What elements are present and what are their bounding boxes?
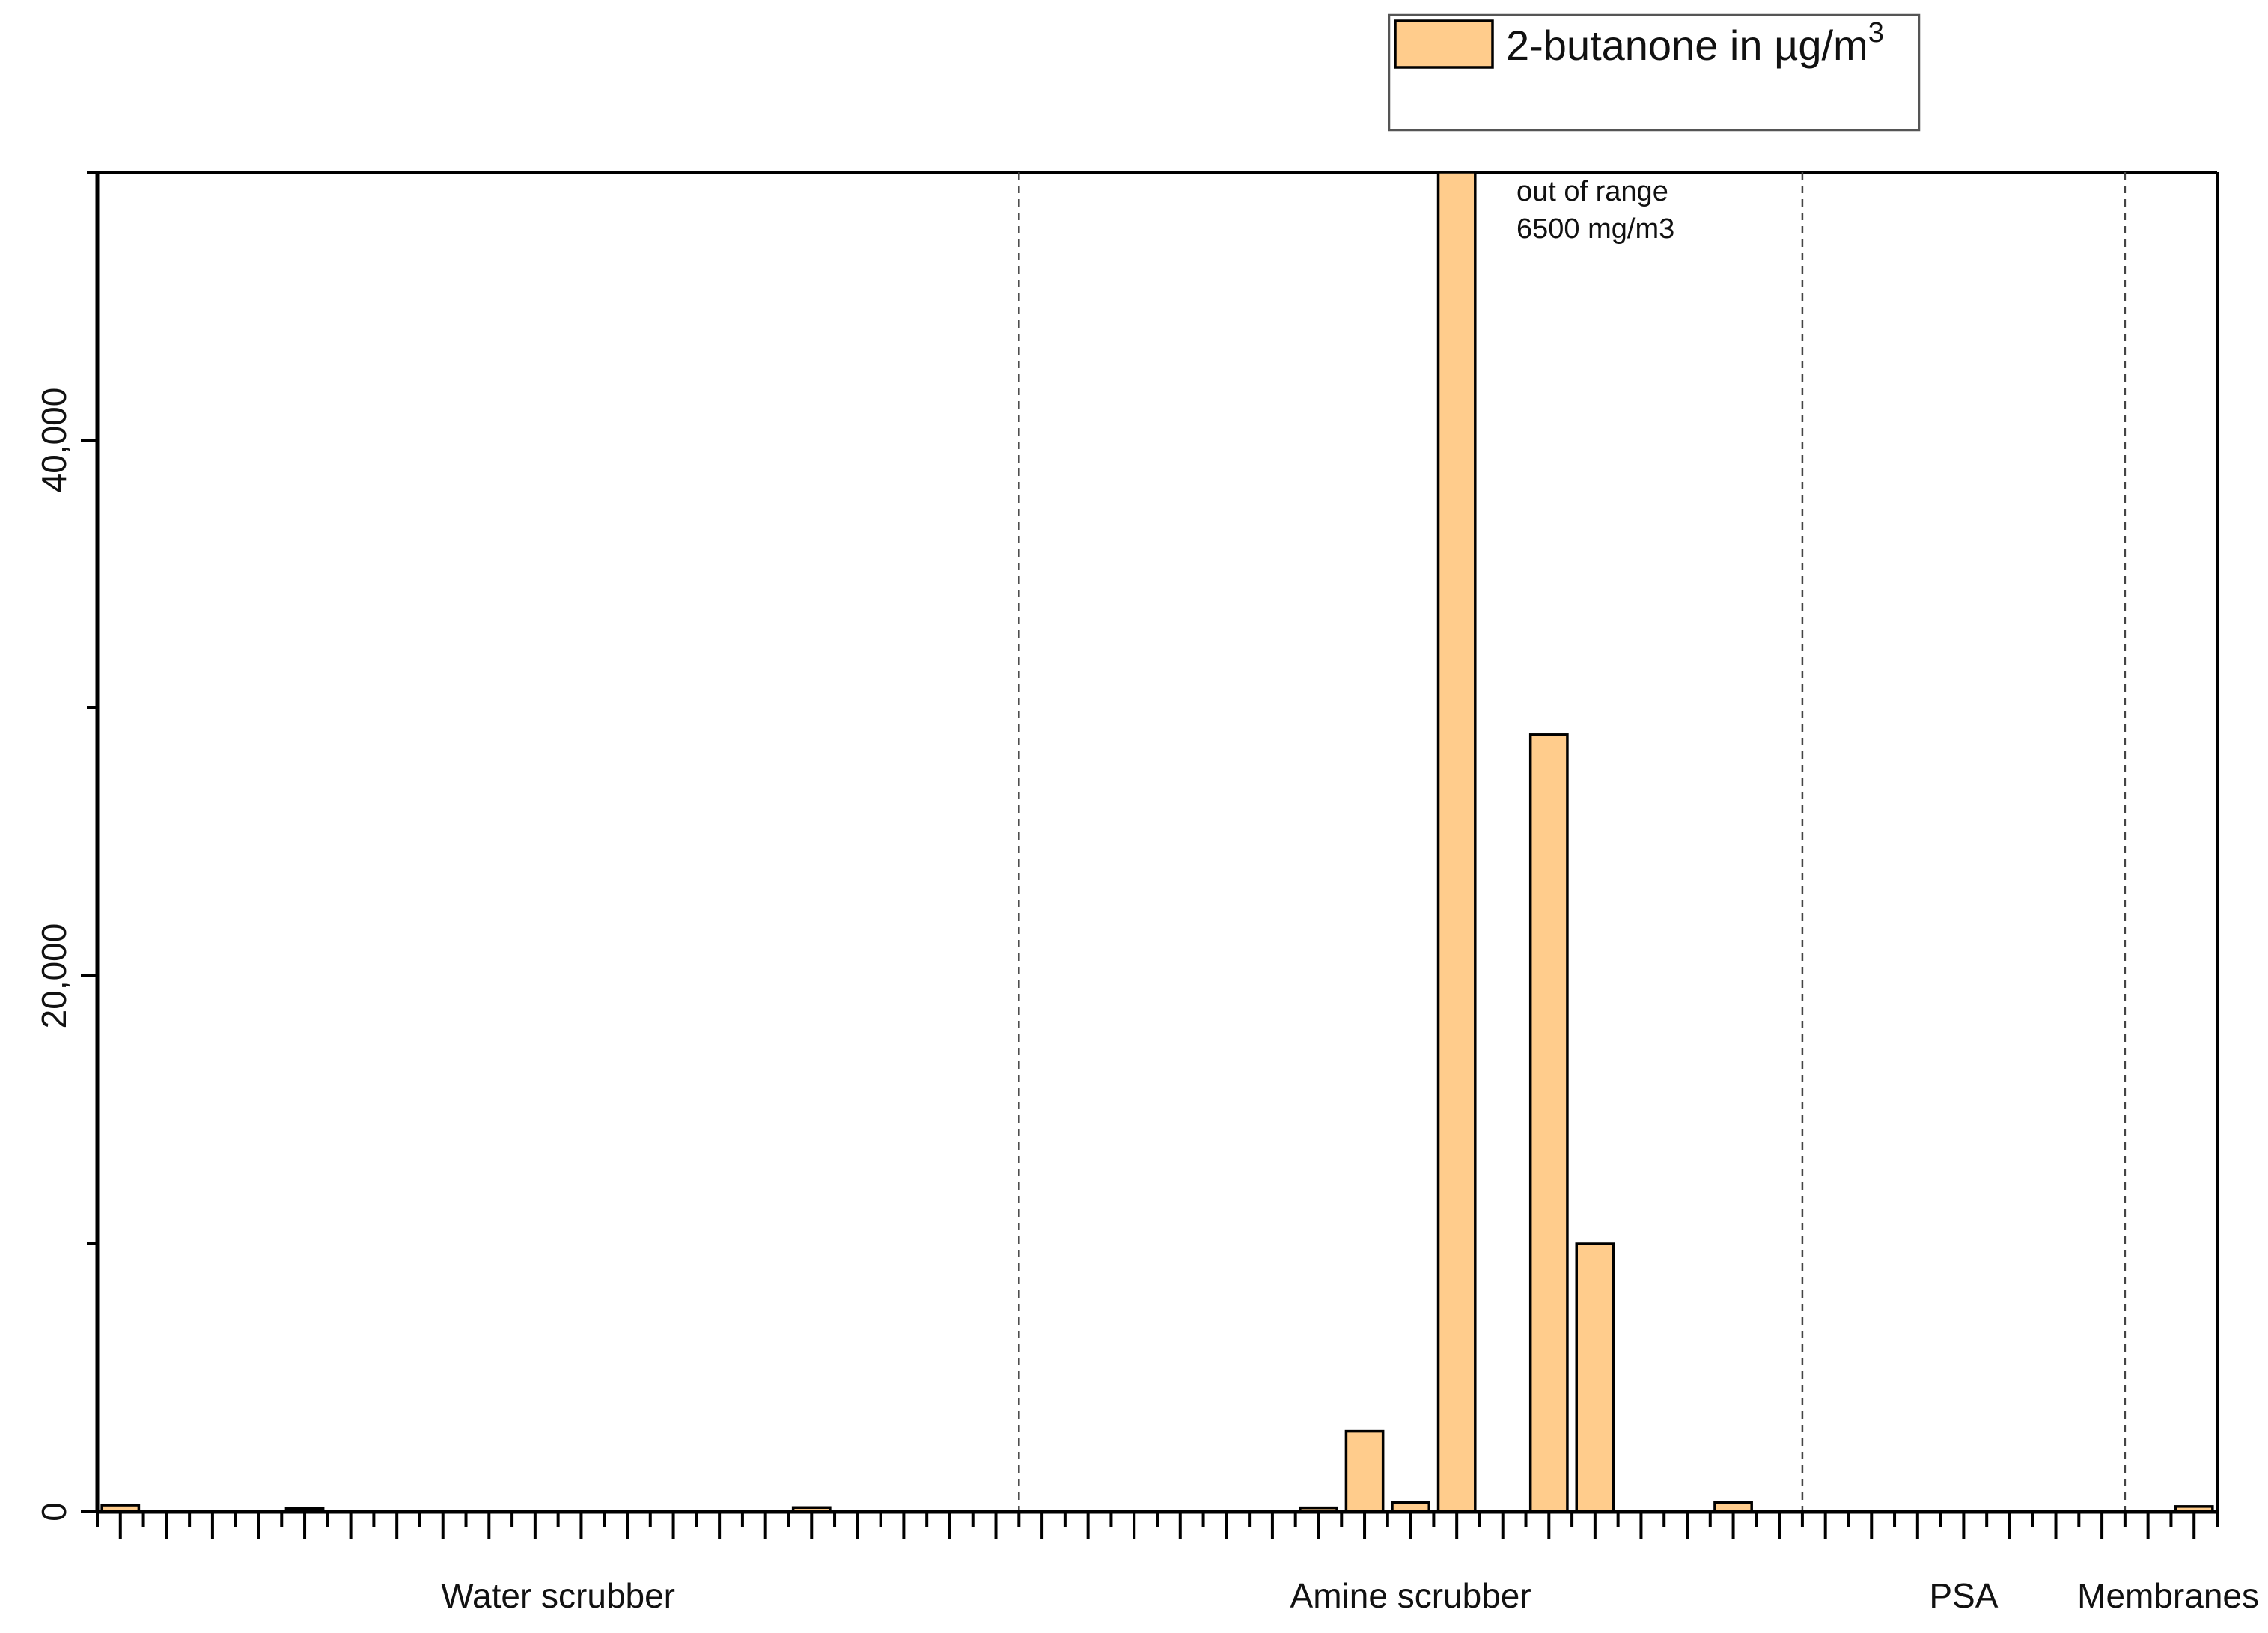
group-dividers	[1018, 172, 2127, 1512]
legend-label-superscript: 3	[1868, 17, 1884, 49]
group-labels: Water scrubber Amine scrubber PSA Membranes	[441, 1576, 2259, 1615]
bar	[1436, 171, 1477, 1513]
annotation-line-1: out of range	[1516, 176, 1668, 207]
y-tick-label: 0	[34, 1502, 73, 1521]
plot-frame	[97, 171, 2219, 1512]
group-label: Membranes	[2077, 1576, 2259, 1615]
group-label: Water scrubber	[441, 1576, 675, 1615]
legend-label: 2-butanone in µg/m3	[1506, 17, 1884, 69]
y-ticks: 0 20,000 40,000	[34, 171, 97, 1521]
y-tick-label: 40,000	[34, 388, 73, 493]
out-of-range-annotation: out of range 6500 mg/m3	[1516, 176, 1674, 245]
bar	[1528, 733, 1569, 1513]
group-label: PSA	[1929, 1576, 1998, 1615]
legend: 2-butanone in µg/m3	[1388, 13, 1921, 132]
bar	[1344, 1429, 1385, 1513]
bar	[1575, 1242, 1615, 1513]
x-ticks	[96, 1512, 2219, 1539]
legend-label-main: 2-butanone in µg/m	[1506, 22, 1868, 69]
group-label: Amine scrubber	[1290, 1576, 1531, 1615]
bars	[100, 171, 2214, 1513]
legend-swatch	[1394, 19, 1494, 69]
y-tick-label: 20,000	[34, 924, 73, 1029]
annotation-line-2: 6500 mg/m3	[1516, 213, 1674, 245]
